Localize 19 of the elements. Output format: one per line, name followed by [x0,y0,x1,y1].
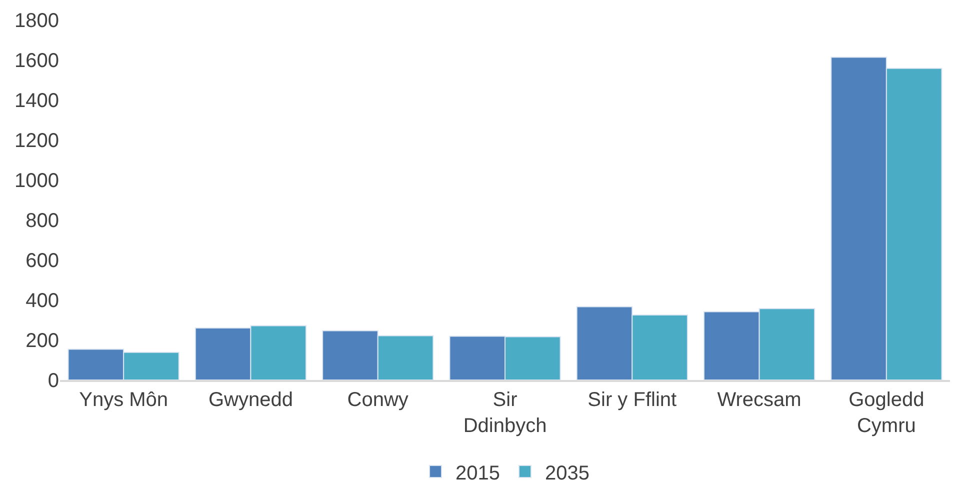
y-tick-label: 400 [26,290,59,312]
y-tick-label: 1000 [14,170,59,192]
x-tick-label: Sir y Fflint [588,389,678,411]
x-tick-label: Ynys Môn [79,389,168,411]
x-tick-label: Gogledd Cymru [848,389,924,437]
legend-label: 2035 [545,462,590,484]
y-tick-label: 200 [26,330,59,352]
y-tick-label: 1800 [14,10,59,32]
y-tick-label: 1200 [14,130,59,152]
y-tick-label: 0 [48,370,59,392]
y-tick-label: 800 [26,210,59,232]
x-tick-label: Wrecsam [717,389,802,411]
y-tick-label: 1600 [14,50,59,72]
x-tick-label: Conwy [347,389,408,411]
legend-label: 2015 [456,462,500,484]
x-tick-label: Gwynedd [208,389,293,411]
y-tick-label: 600 [26,250,59,272]
x-tick-label: Sir Ddinbych [463,389,547,437]
y-tick-label: 1400 [14,90,59,112]
